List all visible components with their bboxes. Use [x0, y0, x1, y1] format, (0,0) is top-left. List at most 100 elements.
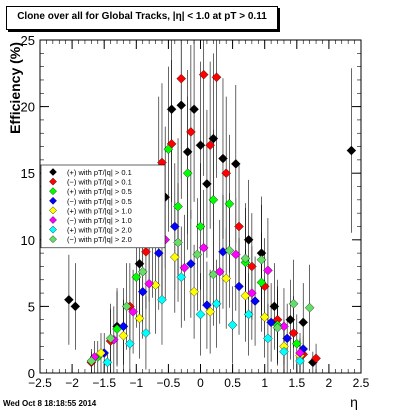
x-tick-label: −2: [65, 376, 79, 390]
data-point: [227, 320, 238, 330]
legend-label: (+) with pT/|q| > 0.1: [67, 168, 132, 177]
data-point: [279, 346, 289, 357]
data-point: [176, 272, 187, 282]
data-point: [205, 140, 215, 151]
legend-label: (−) with pT/|q| > 0.1: [67, 178, 132, 187]
data-point: [304, 302, 315, 313]
data-point: [186, 127, 196, 137]
data-point: [240, 253, 251, 264]
data-point: [192, 249, 203, 260]
x-tick-label: 0.5: [224, 376, 241, 390]
data-point: [243, 309, 254, 320]
data-point: [218, 153, 228, 164]
y-axis: 0 5 10 15 20 25: [21, 33, 361, 381]
data-point: [346, 145, 357, 156]
data-point: [170, 221, 180, 232]
data-point: [137, 266, 148, 277]
legend-marker: [49, 196, 57, 205]
legend-label: (−) with pT/|q| > 0.5: [67, 197, 132, 206]
data-point: [141, 247, 151, 257]
data-point: [205, 306, 215, 317]
data-point: [211, 298, 222, 309]
data-point: [137, 286, 148, 297]
data-point: [247, 261, 257, 272]
data-point: [208, 195, 219, 205]
data-point: [247, 288, 257, 298]
legend-marker: [49, 187, 57, 196]
data-point: [144, 278, 154, 289]
legend-marker: [49, 177, 57, 186]
x-tick-label: 0: [197, 376, 204, 390]
data-point: [250, 296, 260, 306]
data-point: [198, 69, 209, 80]
data-point: [195, 140, 206, 151]
data-point: [179, 262, 190, 273]
x-tick-label: 1: [261, 376, 268, 390]
data-point: [282, 333, 292, 344]
data-point: [269, 301, 280, 312]
data-point: [288, 298, 299, 309]
y-tick-label: 10: [21, 233, 35, 248]
legend-marker: [49, 235, 57, 244]
data-point: [224, 199, 235, 209]
legend-marker: [49, 216, 57, 224]
data-point: [208, 133, 219, 144]
data-point: [234, 221, 244, 232]
legend-marker: [49, 225, 57, 234]
data-point: [128, 306, 138, 317]
y-tick-label: 20: [21, 100, 35, 115]
legend: (+) with pT/|q| > 0.1(−) with pT/|q| > 0…: [40, 164, 166, 249]
y-tick-label: 0: [28, 366, 35, 381]
data-point: [121, 301, 132, 312]
data-point: [292, 338, 302, 349]
data-point: [256, 277, 267, 288]
data-point: [64, 294, 74, 305]
data-point: [202, 300, 212, 310]
data-point: [163, 144, 174, 155]
chart-title-box: Clone over all for Global Tracks, |η| < …: [6, 6, 278, 30]
y-axis-label: Efficiency (%): [7, 42, 23, 134]
data-point: [118, 330, 129, 341]
data-point: [176, 100, 187, 111]
y-tick-label: 5: [28, 299, 35, 314]
footer-timestamp: Wed Oct 8 18:18:55 2014: [3, 399, 97, 408]
data-point: [221, 273, 231, 284]
data-point: [266, 317, 276, 328]
data-point: [125, 338, 135, 349]
data-point: [234, 281, 244, 292]
chart-title: Clone over all for Global Tracks, |η| < …: [17, 11, 267, 22]
data-point: [279, 321, 289, 332]
data-point: [256, 254, 267, 265]
data-point: [70, 301, 81, 312]
data-point: [186, 258, 196, 269]
x-tick-label: 1.5: [288, 376, 305, 390]
data-point: [157, 294, 167, 305]
data-point: [153, 248, 164, 258]
data-point: [295, 356, 305, 366]
data-point: [131, 272, 142, 282]
data-point: [105, 333, 116, 344]
data-point: [118, 321, 129, 332]
data-point: [285, 314, 296, 325]
legend-marker: [49, 206, 57, 215]
data-point: [202, 179, 212, 189]
x-tick-label: −0.5: [157, 376, 181, 390]
legend-label: (+) with pT/|q| > 0.5: [67, 187, 132, 196]
x-axis-label: η: [350, 394, 358, 410]
data-point: [182, 168, 193, 178]
legend-box: [40, 164, 166, 249]
legend-label: (+) with pT/|q| > 1.0: [67, 206, 132, 215]
data-point: [224, 245, 235, 256]
data-point: [211, 72, 222, 83]
data-point: [259, 312, 270, 322]
data-point: [298, 317, 309, 328]
data-point: [102, 357, 113, 368]
data-point: [195, 221, 206, 232]
data-point: [311, 353, 321, 364]
series-7: [102, 272, 305, 368]
data-point: [272, 322, 283, 333]
data-point: [96, 348, 106, 358]
data-point: [221, 168, 231, 178]
data-point: [189, 286, 199, 297]
